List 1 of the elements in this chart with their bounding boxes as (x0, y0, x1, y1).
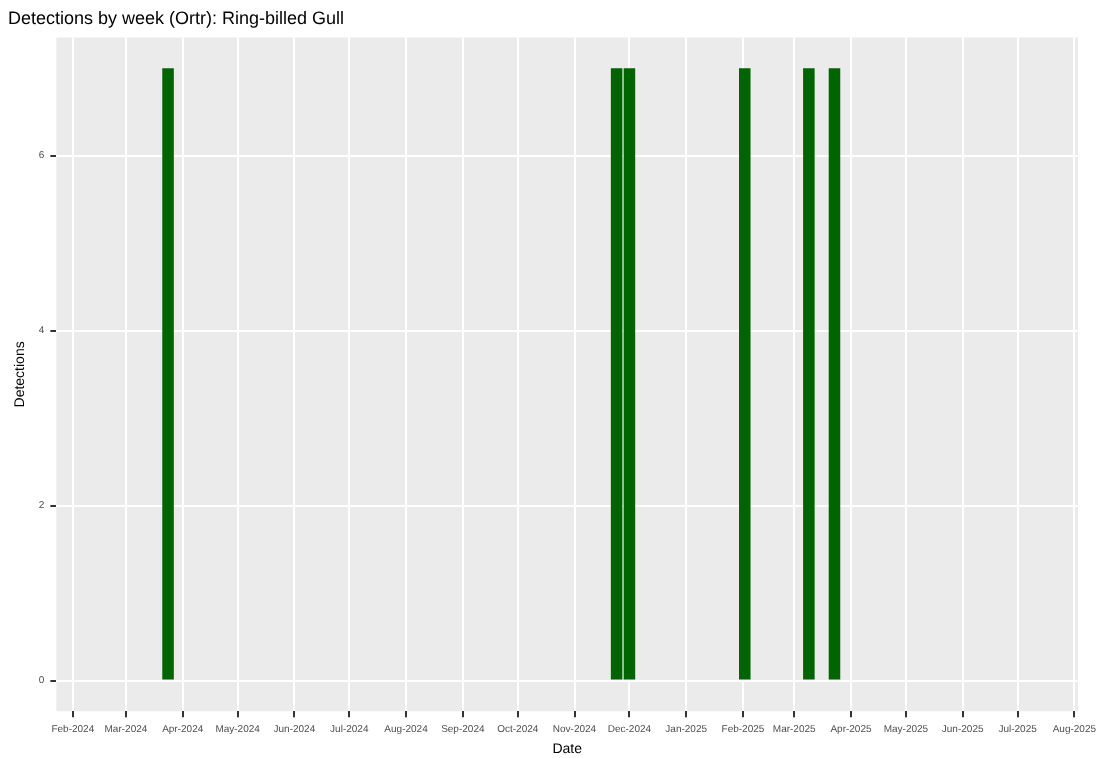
chart-title: Detections by week (Ortr): Ring-billed Gull (8, 7, 345, 28)
